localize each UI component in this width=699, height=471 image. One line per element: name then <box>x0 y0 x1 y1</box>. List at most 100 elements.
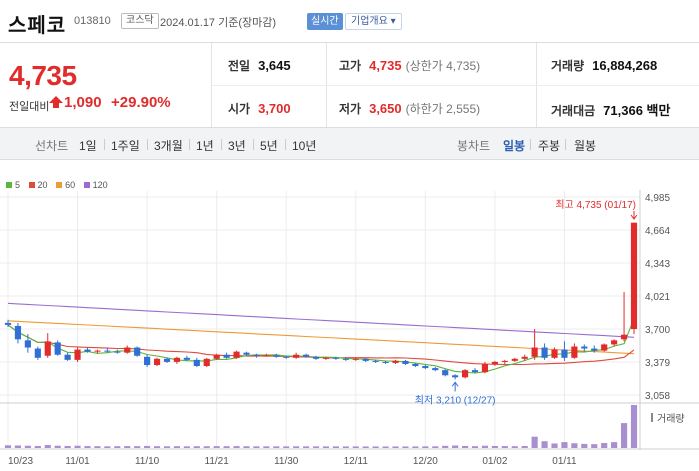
volume-bar <box>491 445 498 448</box>
volume-bar <box>124 446 131 448</box>
candle-body <box>521 356 528 359</box>
period-10y[interactable]: 10년 <box>292 139 317 153</box>
candle-body <box>312 356 320 359</box>
candle-body <box>263 355 270 357</box>
divider <box>530 139 531 150</box>
candle-body <box>233 351 240 358</box>
candle-body <box>402 360 409 364</box>
open-value: 3,700 <box>258 101 291 116</box>
volume-bar <box>303 446 310 448</box>
volume-bar <box>581 443 588 448</box>
candle-body <box>332 357 339 359</box>
candle-body <box>481 363 489 373</box>
candle-body <box>511 358 518 361</box>
volume-bar <box>531 436 538 448</box>
ma60-line <box>7 320 635 355</box>
candle-body <box>153 358 161 365</box>
candle-body <box>392 360 399 363</box>
volume-bar <box>34 445 41 448</box>
low-value: 3,650 <box>369 101 402 116</box>
candle-body <box>223 354 230 358</box>
legend-ma5: 5 <box>6 180 20 190</box>
volume-bar <box>591 444 598 448</box>
candle-body <box>183 357 190 360</box>
period-1w[interactable]: 1주일 <box>111 139 140 153</box>
volume-bar <box>521 446 528 448</box>
candle-body <box>94 350 101 352</box>
volume-bar <box>471 446 479 448</box>
volume-bar <box>293 446 300 448</box>
period-1d[interactable]: 1일 <box>79 139 97 153</box>
low-cell: 저가 3,650 (하한가 2,555) <box>339 100 480 117</box>
open-cell: 시가 3,700 <box>228 100 291 117</box>
candle-body <box>303 354 310 357</box>
high-arrowhead <box>630 214 638 220</box>
volume-bar <box>432 446 439 448</box>
legend-label: 60 <box>65 180 76 190</box>
candle-body <box>293 354 300 358</box>
candlesticks <box>4 222 638 380</box>
change-value: 1,090 <box>64 94 102 111</box>
candle-body <box>571 346 578 358</box>
amount-label: 거래대금 <box>551 104 596 118</box>
candle-body <box>253 354 260 356</box>
volume-bar <box>541 441 548 448</box>
company-overview-dropdown[interactable]: 기업개요 ▾ <box>345 13 402 30</box>
volume-bar <box>173 446 181 448</box>
volume-bar <box>392 446 399 448</box>
chart-grid <box>0 190 699 450</box>
candle-body <box>630 222 638 330</box>
volume-bar <box>104 446 111 448</box>
divider <box>147 139 148 150</box>
candle-body <box>203 358 210 367</box>
period-3y[interactable]: 3년 <box>228 139 246 153</box>
volume-bar <box>24 445 31 448</box>
legend-ma120: 120 <box>83 180 108 190</box>
x-tick-label: 12/20 <box>413 456 438 467</box>
y-tick-label: 4,343 <box>645 259 670 270</box>
period-1y[interactable]: 1년 <box>196 139 214 153</box>
candle-body <box>173 357 181 362</box>
high-value: 4,735 <box>369 58 402 73</box>
volume-bar <box>452 445 459 448</box>
x-tick-label: 11/01 <box>65 456 90 467</box>
candle-body <box>442 370 449 376</box>
candle-body <box>611 340 618 345</box>
candle-body <box>144 356 151 365</box>
candle-body <box>452 375 459 378</box>
volume-bar <box>273 446 280 448</box>
period-5y[interactable]: 5년 <box>260 139 278 153</box>
volume-bar <box>312 446 320 448</box>
prev-close-cell: 전일 3,645 <box>228 57 291 74</box>
y-tick-label: 4,664 <box>645 226 670 237</box>
legend-swatch <box>28 182 35 188</box>
volume-bar <box>412 446 419 448</box>
candle-body <box>372 360 379 362</box>
stock-header: 스페코 013810 코스닥 2024.01.17 기준(장마감) 실시간 기업… <box>0 0 699 42</box>
x-tick-label: 12/11 <box>344 456 369 467</box>
market-badge: 코스닥 <box>121 13 159 29</box>
volume-bar <box>342 446 349 448</box>
legend-label: 120 <box>92 180 108 190</box>
candle-body <box>432 368 439 371</box>
candle-monthly-tab[interactable]: 월봉 <box>574 139 597 153</box>
period-3m[interactable]: 3개월 <box>154 139 183 153</box>
x-tick-label: 10/23 <box>8 456 33 467</box>
volume-bar <box>501 446 508 448</box>
realtime-button[interactable]: 실시간 <box>307 13 343 30</box>
divider <box>104 139 105 150</box>
line-chart-label: 선차트 <box>35 139 69 153</box>
candle-body <box>44 341 51 356</box>
volume-cell: 거래량 16,884,268 <box>551 57 657 74</box>
candle-daily-tab[interactable]: 일봉 <box>503 139 526 153</box>
change-rate: +29.90% <box>111 94 171 111</box>
volume-bar <box>153 446 161 448</box>
volume-bar <box>263 446 270 448</box>
legend-swatch <box>56 182 63 188</box>
candle-weekly-tab[interactable]: 주봉 <box>538 139 561 153</box>
y-tick-label: 3,058 <box>645 391 670 402</box>
candle-body <box>213 354 220 359</box>
volume-bar <box>620 423 628 448</box>
volume-bar <box>84 446 91 448</box>
candle-body <box>531 347 538 357</box>
